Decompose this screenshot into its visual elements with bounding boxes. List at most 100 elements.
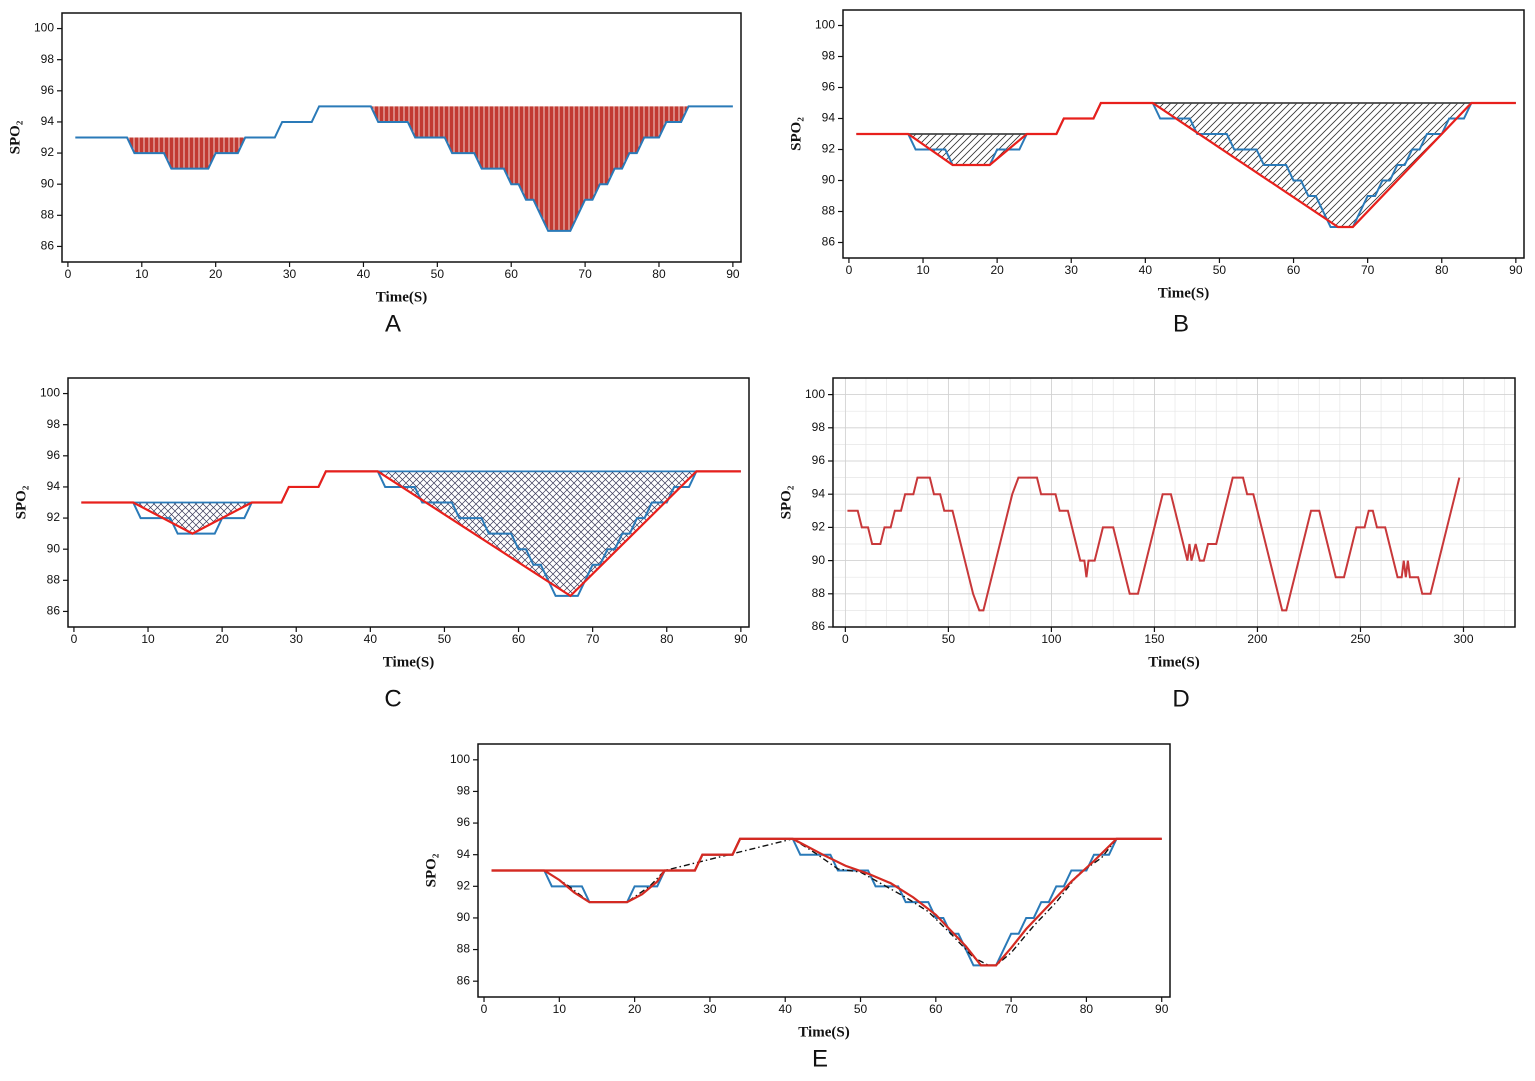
y-tick-label: 88 [47, 572, 61, 586]
y-tick-label: 96 [41, 83, 55, 97]
plot-frame [477, 743, 1171, 998]
x-tick-label: 80 [1080, 1002, 1094, 1016]
data-line [847, 476, 1461, 612]
y-axis-label: SPO₂ [778, 485, 794, 519]
panel-caption: E [812, 1045, 828, 1072]
x-tick-label: 50 [1213, 263, 1227, 277]
y-tick-label: 94 [457, 847, 471, 861]
y-tick-label: 96 [457, 815, 471, 829]
y-tick-label: 88 [457, 942, 471, 956]
x-tick-label: 300 [1453, 632, 1473, 646]
y-tick-label: 90 [41, 176, 55, 190]
y-tick-label: 86 [41, 239, 55, 253]
x-tick-label: 40 [364, 632, 378, 646]
x-tick-label: 80 [1435, 263, 1449, 277]
x-tick-label: 40 [779, 1002, 793, 1016]
x-axis-label: Time(S) [798, 1024, 849, 1040]
y-tick-label: 98 [457, 784, 471, 798]
y-tick-label: 86 [457, 973, 471, 987]
data-line [81, 470, 741, 597]
data-line [856, 101, 1516, 229]
x-tick-label: 40 [1139, 263, 1153, 277]
x-tick-label: 60 [1287, 263, 1301, 277]
x-tick-label: 20 [628, 1002, 642, 1016]
x-tick-label: 90 [1509, 263, 1523, 277]
x-tick-label: 0 [846, 263, 853, 277]
x-tick-label: 80 [660, 632, 674, 646]
plot-frame [842, 9, 1525, 259]
hatched-area [1152, 103, 1472, 227]
x-tick-label: 70 [586, 632, 600, 646]
y-tick-label: 94 [812, 486, 826, 500]
x-tick-label: 20 [209, 267, 223, 281]
x-tick-label: 250 [1350, 632, 1370, 646]
x-axis-label: Time(S) [1158, 285, 1209, 301]
hatched-area [127, 137, 246, 169]
x-tick-label: 30 [283, 267, 297, 281]
x-axis-label: Time(S) [383, 654, 434, 670]
y-tick-label: 92 [457, 878, 471, 892]
x-tick-label: 20 [990, 263, 1004, 277]
y-tick-label: 100 [34, 21, 54, 35]
x-tick-label: 50 [942, 632, 956, 646]
y-tick-label: 94 [41, 114, 55, 128]
x-tick-label: 50 [438, 632, 452, 646]
y-tick-label: 98 [47, 417, 61, 431]
x-tick-label: 90 [726, 267, 740, 281]
y-tick-label: 98 [822, 49, 836, 63]
x-tick-label: 90 [1155, 1002, 1169, 1016]
y-tick-label: 94 [822, 111, 836, 125]
y-tick-label: 86 [47, 604, 61, 618]
y-tick-label: 90 [822, 173, 836, 187]
data-line [856, 102, 1516, 228]
x-tick-label: 10 [135, 267, 149, 281]
x-tick-label: 30 [290, 632, 304, 646]
y-tick-label: 88 [41, 207, 55, 221]
y-tick-label: 92 [41, 145, 55, 159]
y-tick-label: 100 [815, 18, 835, 32]
plot-frame [832, 377, 1516, 628]
x-tick-label: 60 [512, 632, 526, 646]
y-tick-label: 98 [41, 52, 55, 66]
x-tick-label: 100 [1041, 632, 1061, 646]
x-tick-label: 50 [854, 1002, 868, 1016]
y-tick-label: 88 [812, 586, 826, 600]
x-tick-label: 10 [553, 1002, 567, 1016]
y-tick-label: 92 [822, 142, 836, 156]
y-tick-label: 86 [812, 619, 826, 633]
x-tick-label: 0 [65, 267, 72, 281]
y-axis-label: SPO₂ [788, 117, 804, 151]
y-tick-label: 100 [40, 386, 60, 400]
y-tick-label: 92 [812, 520, 826, 534]
y-tick-label: 96 [812, 453, 826, 467]
y-tick-label: 92 [47, 510, 61, 524]
data-line [543, 838, 1118, 967]
data-line [491, 837, 1162, 967]
data-line [491, 837, 1162, 967]
y-tick-label: 90 [812, 553, 826, 567]
x-tick-label: 0 [71, 632, 78, 646]
x-tick-label: 0 [481, 1002, 488, 1016]
x-tick-label: 60 [505, 267, 519, 281]
y-tick-label: 98 [812, 420, 826, 434]
x-tick-label: 70 [1361, 263, 1375, 277]
y-tick-label: 88 [822, 204, 836, 218]
hatched-area [133, 502, 252, 534]
x-tick-label: 70 [1004, 1002, 1018, 1016]
x-axis-label: Time(S) [376, 289, 427, 305]
x-tick-label: 90 [734, 632, 748, 646]
x-tick-label: 30 [1065, 263, 1079, 277]
x-tick-label: 60 [929, 1002, 943, 1016]
hatched-area [370, 106, 689, 231]
y-tick-label: 90 [47, 541, 61, 555]
panel-caption: B [1173, 310, 1189, 337]
y-tick-label: 86 [822, 235, 836, 249]
y-tick-label: 94 [47, 479, 61, 493]
y-tick-label: 96 [47, 448, 61, 462]
hatched-area [908, 134, 1027, 165]
data-line [491, 837, 1162, 872]
x-tick-label: 0 [842, 632, 849, 646]
data-line [81, 470, 741, 598]
x-tick-label: 10 [916, 263, 930, 277]
